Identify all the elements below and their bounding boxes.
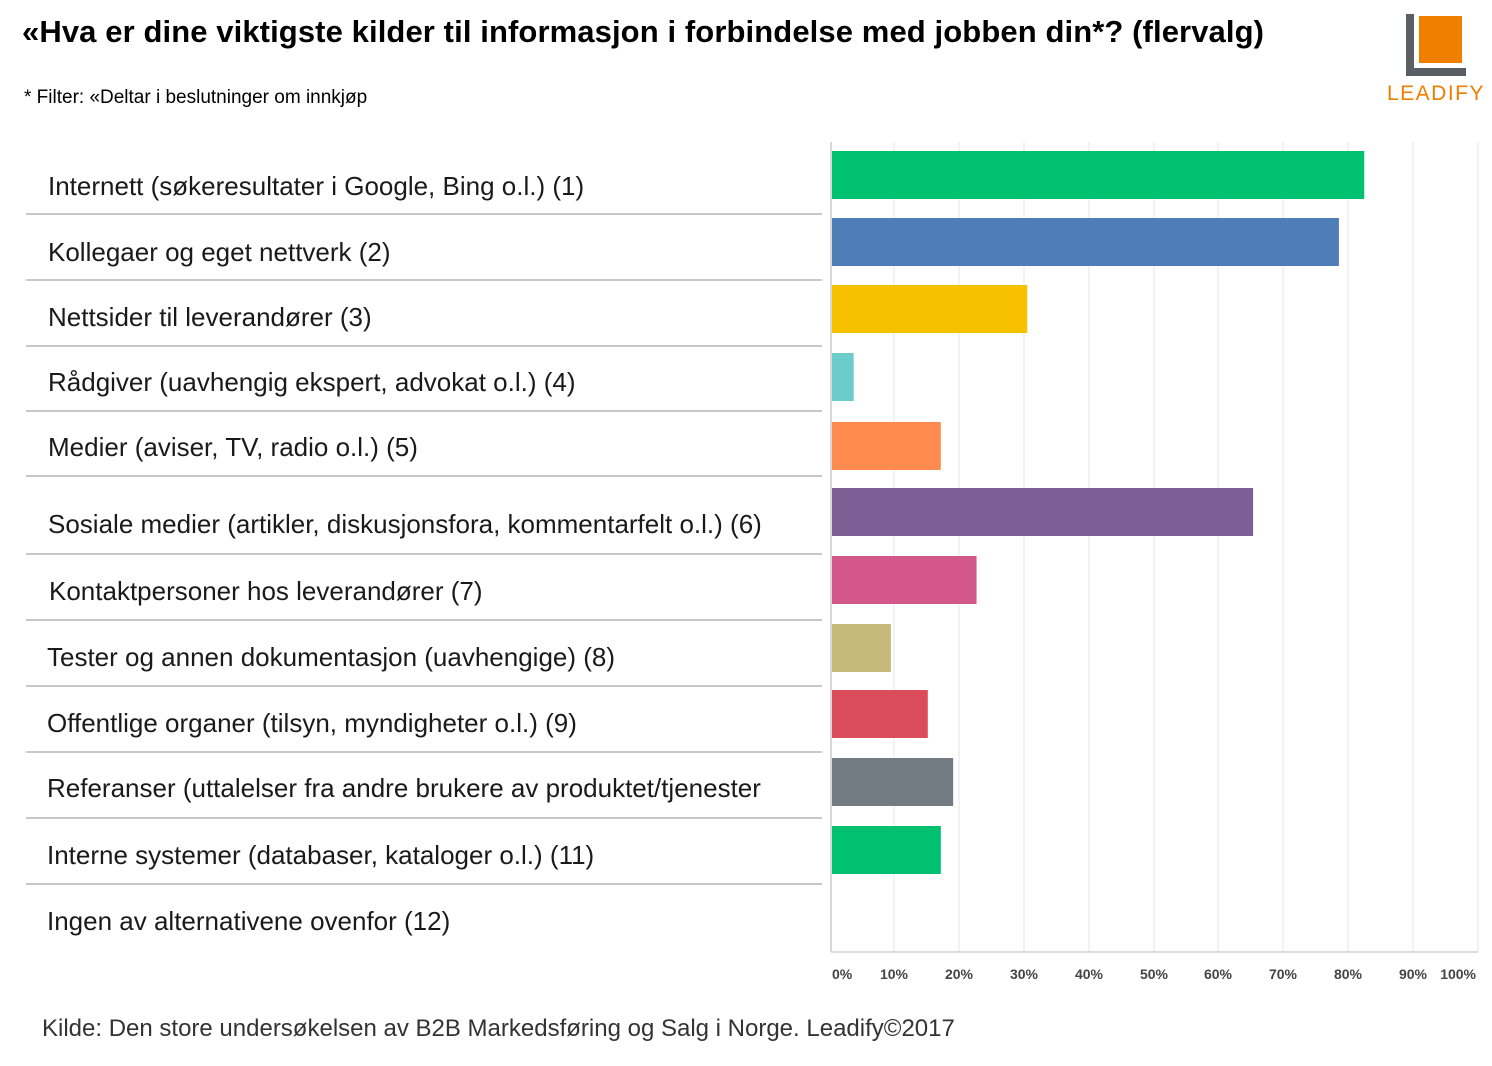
category-label: Kollegaer og eget nettverk (2) xyxy=(48,237,391,267)
category-label: Nettsider til leverandører (3) xyxy=(48,302,372,332)
logo-l-horizontal xyxy=(1406,68,1466,76)
category-label: Kontaktpersoner hos leverandører (7) xyxy=(49,576,483,606)
logo-square xyxy=(1419,16,1462,63)
x-tick-label: 10% xyxy=(880,966,909,982)
bar xyxy=(832,690,928,738)
x-tick-label: 90% xyxy=(1399,966,1428,982)
category-label: Medier (aviser, TV, radio o.l.) (5) xyxy=(48,432,418,462)
x-tick-label: 30% xyxy=(1010,966,1039,982)
x-tick-label: 0% xyxy=(832,966,853,982)
category-label: Rådgiver (uavhengig ekspert, advokat o.l… xyxy=(48,367,576,397)
bar xyxy=(832,422,941,470)
logo-l-vertical xyxy=(1406,14,1414,76)
category-label: Referanser (uttalelser fra andre brukere… xyxy=(47,773,761,803)
leadify-logo: LEADIFY xyxy=(1384,12,1488,106)
category-label: Offentlige organer (tilsyn, myndigheter … xyxy=(47,708,577,738)
filter-note: * Filter: «Deltar i beslutninger om innk… xyxy=(24,87,368,108)
category-label: Ingen av alternativene ovenfor (12) xyxy=(47,906,450,936)
x-tick-label: 50% xyxy=(1140,966,1169,982)
x-tick-label: 60% xyxy=(1204,966,1233,982)
bar xyxy=(832,353,854,401)
logo-mark-icon xyxy=(1406,14,1466,76)
bar xyxy=(832,151,1365,199)
bar xyxy=(832,488,1254,536)
chart-title: «Hva er dine viktigste kilder til inform… xyxy=(22,14,1265,49)
bar xyxy=(832,556,977,604)
bar xyxy=(832,624,891,672)
bar xyxy=(832,826,941,874)
category-label: Internett (søkeresultater i Google, Bing… xyxy=(48,171,584,201)
category-label: Interne systemer (databaser, kataloger o… xyxy=(47,840,594,870)
x-tick-label: 20% xyxy=(945,966,974,982)
x-tick-label: 100% xyxy=(1440,966,1476,982)
category-label: Sosiale medier (artikler, diskusjonsfora… xyxy=(48,509,762,539)
logo-text: LEADIFY xyxy=(1386,82,1486,105)
x-tick-label: 80% xyxy=(1334,966,1363,982)
x-tick-label: 70% xyxy=(1269,966,1298,982)
source-note: Kilde: Den store undersøkelsen av B2B Ma… xyxy=(42,1015,955,1042)
bar xyxy=(832,758,954,806)
x-tick-label: 40% xyxy=(1075,966,1104,982)
bar xyxy=(832,218,1339,266)
category-label: Tester og annen dokumentasjon (uavhengig… xyxy=(47,642,615,672)
bar xyxy=(832,285,1028,333)
